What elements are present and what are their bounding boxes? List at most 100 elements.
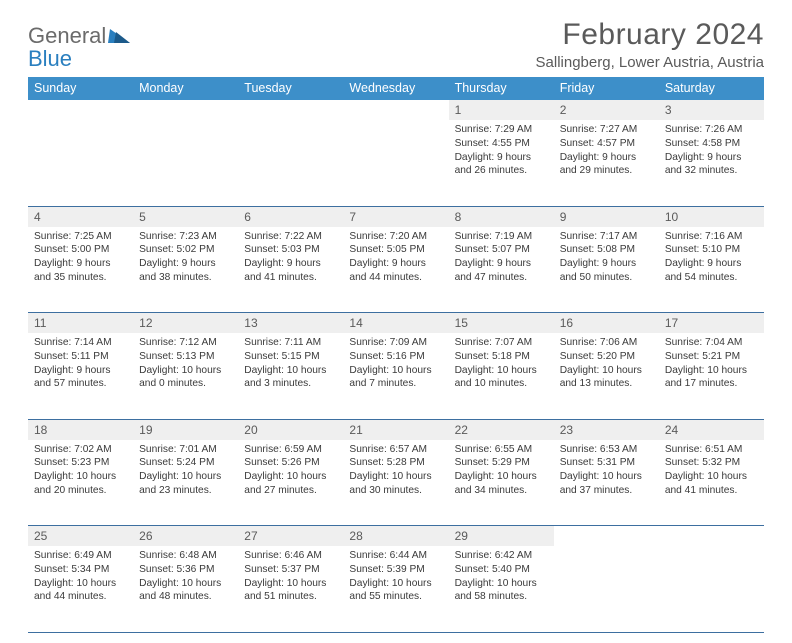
day-number-cell: 11 [28,313,133,334]
day-detail-text: Sunrise: 7:22 AMSunset: 5:03 PMDaylight:… [238,227,343,289]
location-subtitle: Sallingberg, Lower Austria, Austria [536,54,764,71]
calendar-page: GeneralBlue February 2024 Sallingberg, L… [0,0,792,643]
day-number-cell: 20 [238,419,343,440]
daynum-row: 123 [28,100,764,120]
daynum-row: 2526272829 [28,526,764,547]
day-detail-cell [28,120,133,206]
daynum-row: 18192021222324 [28,419,764,440]
day-detail-cell: Sunrise: 7:25 AMSunset: 5:00 PMDaylight:… [28,227,133,313]
brand-part1: General [28,23,106,48]
day-detail-cell: Sunrise: 7:12 AMSunset: 5:13 PMDaylight:… [133,333,238,419]
day-detail-text: Sunrise: 7:20 AMSunset: 5:05 PMDaylight:… [343,227,448,289]
day-detail-text: Sunrise: 7:01 AMSunset: 5:24 PMDaylight:… [133,440,238,502]
day-detail-cell: Sunrise: 7:02 AMSunset: 5:23 PMDaylight:… [28,440,133,526]
day-number-cell: 5 [133,206,238,227]
day-number-cell: 18 [28,419,133,440]
day-detail-text: Sunrise: 6:49 AMSunset: 5:34 PMDaylight:… [28,546,133,608]
day-detail-cell: Sunrise: 7:01 AMSunset: 5:24 PMDaylight:… [133,440,238,526]
weekday-header-cell: Sunday [28,77,133,100]
month-title: February 2024 [536,18,764,52]
day-detail-cell: Sunrise: 7:09 AMSunset: 5:16 PMDaylight:… [343,333,448,419]
detail-row: Sunrise: 7:29 AMSunset: 4:55 PMDaylight:… [28,120,764,206]
day-detail-text: Sunrise: 6:57 AMSunset: 5:28 PMDaylight:… [343,440,448,502]
detail-row: Sunrise: 6:49 AMSunset: 5:34 PMDaylight:… [28,546,764,632]
day-number-cell: 8 [449,206,554,227]
day-number-cell [343,100,448,120]
day-detail-text: Sunrise: 7:26 AMSunset: 4:58 PMDaylight:… [659,120,764,182]
day-number-cell: 17 [659,313,764,334]
day-detail-text: Sunrise: 7:04 AMSunset: 5:21 PMDaylight:… [659,333,764,395]
day-number-cell: 1 [449,100,554,120]
daynum-row: 45678910 [28,206,764,227]
day-detail-cell [659,546,764,632]
day-detail-text: Sunrise: 7:25 AMSunset: 5:00 PMDaylight:… [28,227,133,289]
day-detail-cell: Sunrise: 7:23 AMSunset: 5:02 PMDaylight:… [133,227,238,313]
day-number-cell: 15 [449,313,554,334]
day-number-cell [28,100,133,120]
day-detail-text: Sunrise: 6:46 AMSunset: 5:37 PMDaylight:… [238,546,343,608]
weekday-header-cell: Wednesday [343,77,448,100]
brand-logo: GeneralBlue [28,18,130,70]
day-detail-cell: Sunrise: 6:57 AMSunset: 5:28 PMDaylight:… [343,440,448,526]
weekday-header-cell: Saturday [659,77,764,100]
day-detail-text: Sunrise: 7:06 AMSunset: 5:20 PMDaylight:… [554,333,659,395]
day-detail-text: Sunrise: 7:12 AMSunset: 5:13 PMDaylight:… [133,333,238,395]
day-number-cell: 27 [238,526,343,547]
day-detail-cell: Sunrise: 6:46 AMSunset: 5:37 PMDaylight:… [238,546,343,632]
day-detail-cell [133,120,238,206]
day-detail-cell: Sunrise: 6:49 AMSunset: 5:34 PMDaylight:… [28,546,133,632]
brand-part2: Blue [28,46,72,71]
day-number-cell: 29 [449,526,554,547]
day-detail-cell: Sunrise: 6:55 AMSunset: 5:29 PMDaylight:… [449,440,554,526]
day-number-cell: 7 [343,206,448,227]
day-detail-cell: Sunrise: 7:22 AMSunset: 5:03 PMDaylight:… [238,227,343,313]
day-detail-cell [238,120,343,206]
day-number-cell: 9 [554,206,659,227]
day-detail-text: Sunrise: 7:02 AMSunset: 5:23 PMDaylight:… [28,440,133,502]
day-number-cell: 10 [659,206,764,227]
day-detail-cell [343,120,448,206]
day-detail-cell: Sunrise: 7:06 AMSunset: 5:20 PMDaylight:… [554,333,659,419]
calendar-body: 123Sunrise: 7:29 AMSunset: 4:55 PMDaylig… [28,100,764,632]
day-detail-text: Sunrise: 7:27 AMSunset: 4:57 PMDaylight:… [554,120,659,182]
day-detail-cell: Sunrise: 7:04 AMSunset: 5:21 PMDaylight:… [659,333,764,419]
day-detail-text: Sunrise: 7:07 AMSunset: 5:18 PMDaylight:… [449,333,554,395]
day-detail-text: Sunrise: 7:14 AMSunset: 5:11 PMDaylight:… [28,333,133,395]
day-detail-text: Sunrise: 7:11 AMSunset: 5:15 PMDaylight:… [238,333,343,395]
day-number-cell: 26 [133,526,238,547]
day-detail-cell: Sunrise: 7:16 AMSunset: 5:10 PMDaylight:… [659,227,764,313]
day-detail-text: Sunrise: 6:44 AMSunset: 5:39 PMDaylight:… [343,546,448,608]
day-detail-cell: Sunrise: 7:11 AMSunset: 5:15 PMDaylight:… [238,333,343,419]
day-number-cell: 23 [554,419,659,440]
day-number-cell [133,100,238,120]
header: GeneralBlue February 2024 Sallingberg, L… [28,18,764,71]
day-number-cell: 19 [133,419,238,440]
day-detail-cell: Sunrise: 6:51 AMSunset: 5:32 PMDaylight:… [659,440,764,526]
day-detail-text: Sunrise: 6:55 AMSunset: 5:29 PMDaylight:… [449,440,554,502]
day-number-cell: 25 [28,526,133,547]
day-number-cell [238,100,343,120]
day-number-cell [554,526,659,547]
day-detail-text: Sunrise: 7:17 AMSunset: 5:08 PMDaylight:… [554,227,659,289]
day-detail-cell: Sunrise: 7:17 AMSunset: 5:08 PMDaylight:… [554,227,659,313]
day-detail-cell: Sunrise: 7:27 AMSunset: 4:57 PMDaylight:… [554,120,659,206]
day-detail-cell: Sunrise: 6:59 AMSunset: 5:26 PMDaylight:… [238,440,343,526]
day-number-cell: 14 [343,313,448,334]
detail-row: Sunrise: 7:25 AMSunset: 5:00 PMDaylight:… [28,227,764,313]
title-block: February 2024 Sallingberg, Lower Austria… [536,18,764,71]
triangle-icon [108,24,130,47]
day-detail-text: Sunrise: 6:42 AMSunset: 5:40 PMDaylight:… [449,546,554,608]
day-number-cell: 22 [449,419,554,440]
day-number-cell: 24 [659,419,764,440]
day-detail-cell: Sunrise: 6:44 AMSunset: 5:39 PMDaylight:… [343,546,448,632]
day-detail-cell: Sunrise: 6:48 AMSunset: 5:36 PMDaylight:… [133,546,238,632]
detail-row: Sunrise: 7:02 AMSunset: 5:23 PMDaylight:… [28,440,764,526]
day-detail-text: Sunrise: 7:09 AMSunset: 5:16 PMDaylight:… [343,333,448,395]
day-detail-text: Sunrise: 7:16 AMSunset: 5:10 PMDaylight:… [659,227,764,289]
day-detail-cell: Sunrise: 7:29 AMSunset: 4:55 PMDaylight:… [449,120,554,206]
calendar-table: SundayMondayTuesdayWednesdayThursdayFrid… [28,77,764,633]
day-detail-text: Sunrise: 7:19 AMSunset: 5:07 PMDaylight:… [449,227,554,289]
day-number-cell: 6 [238,206,343,227]
day-detail-text: Sunrise: 7:29 AMSunset: 4:55 PMDaylight:… [449,120,554,182]
weekday-header: SundayMondayTuesdayWednesdayThursdayFrid… [28,77,764,100]
